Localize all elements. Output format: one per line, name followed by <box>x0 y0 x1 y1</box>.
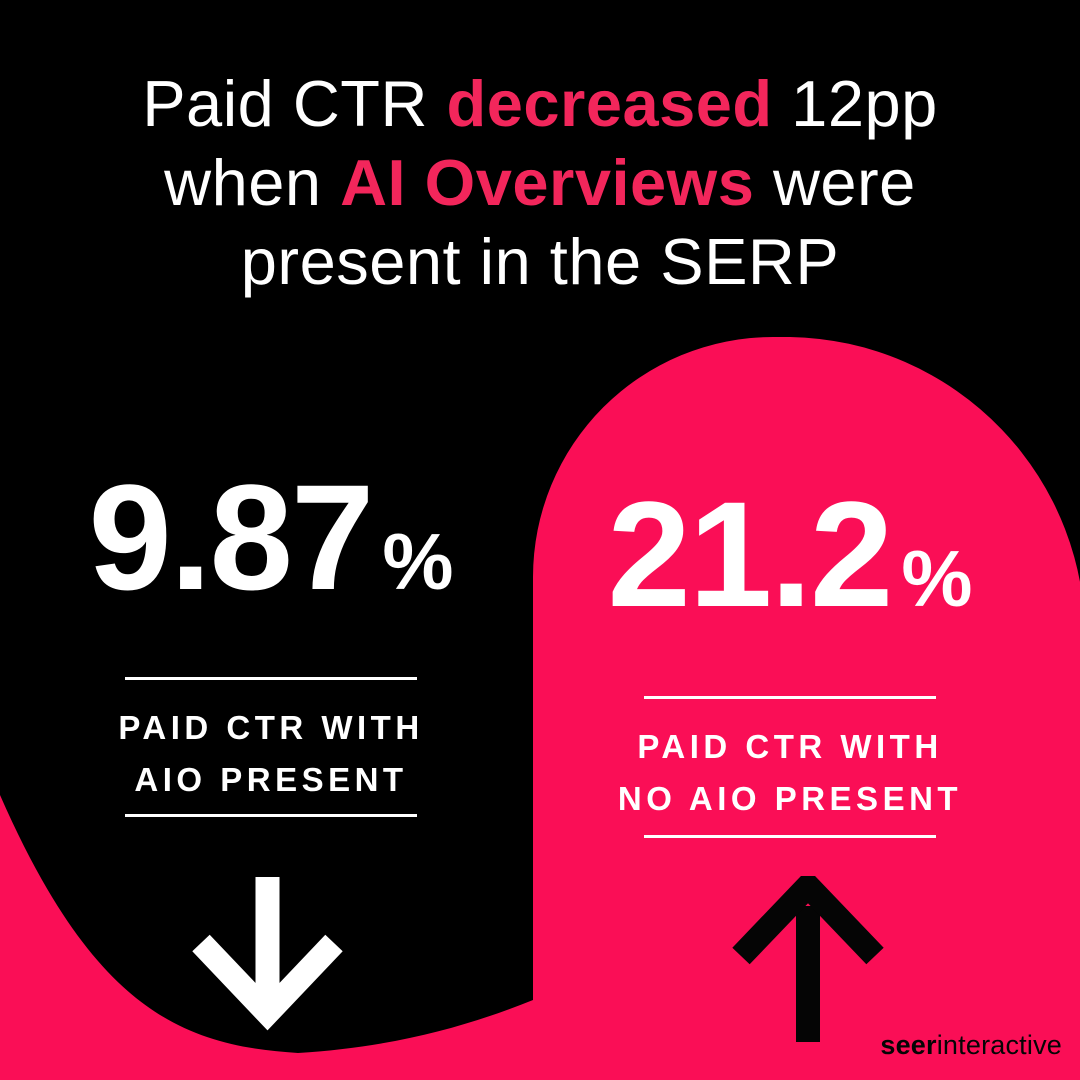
headline: Paid CTR decreased 12pp when AI Overview… <box>0 64 1080 301</box>
divider-line <box>125 814 417 817</box>
stat-label: PAID CTR WITH NO AIO PRESENT <box>559 721 1021 825</box>
stat-label-line-1: PAID CTR WITH <box>637 728 943 765</box>
divider-line <box>644 835 936 838</box>
headline-line-2: when AI Overviews were <box>0 143 1080 222</box>
divider-line <box>125 677 417 680</box>
stat-label: PAID CTR WITH AIO PRESENT <box>40 702 502 806</box>
headline-text: 12pp <box>772 67 938 140</box>
down-arrow-icon <box>32 871 502 1031</box>
stat-card-aio-present: 9.87% PAID CTR WITH AIO PRESENT <box>40 462 502 1031</box>
divider-line <box>644 696 936 699</box>
headline-text: when <box>164 146 341 219</box>
stat-value-row: 9.87% <box>40 462 502 637</box>
headline-accent-ai-overviews: AI Overviews <box>340 146 755 219</box>
stat-label-line-2: NO AIO PRESENT <box>617 780 963 817</box>
percent-sign: % <box>382 517 454 606</box>
pink-dome-shape <box>533 337 1080 1080</box>
logo-seer: seer <box>880 1030 937 1060</box>
logo-interactive: interactive <box>936 1030 1062 1060</box>
headline-accent-decreased: decreased <box>446 67 773 140</box>
brand-logo: seerinteractive <box>880 1030 1062 1061</box>
headline-line-3: present in the SERP <box>0 222 1080 301</box>
stat-label-line-2: AIO PRESENT <box>134 761 408 798</box>
headline-line-1: Paid CTR decreased 12pp <box>0 64 1080 143</box>
percent-sign: % <box>901 534 973 623</box>
headline-text: were <box>754 146 916 219</box>
up-arrow-icon <box>595 868 1021 1046</box>
headline-text: Paid CTR <box>142 67 447 140</box>
stat-value-row: 21.2% <box>559 479 1021 654</box>
pink-bottom-shape <box>0 795 533 1080</box>
stat-value: 9.87 <box>88 453 374 621</box>
stat-value: 21.2 <box>607 470 893 638</box>
stat-card-no-aio-present: 21.2% PAID CTR WITH NO AIO PRESENT <box>559 479 1021 1046</box>
headline-text: present in the SERP <box>240 225 840 298</box>
stat-label-line-1: PAID CTR WITH <box>118 709 424 746</box>
